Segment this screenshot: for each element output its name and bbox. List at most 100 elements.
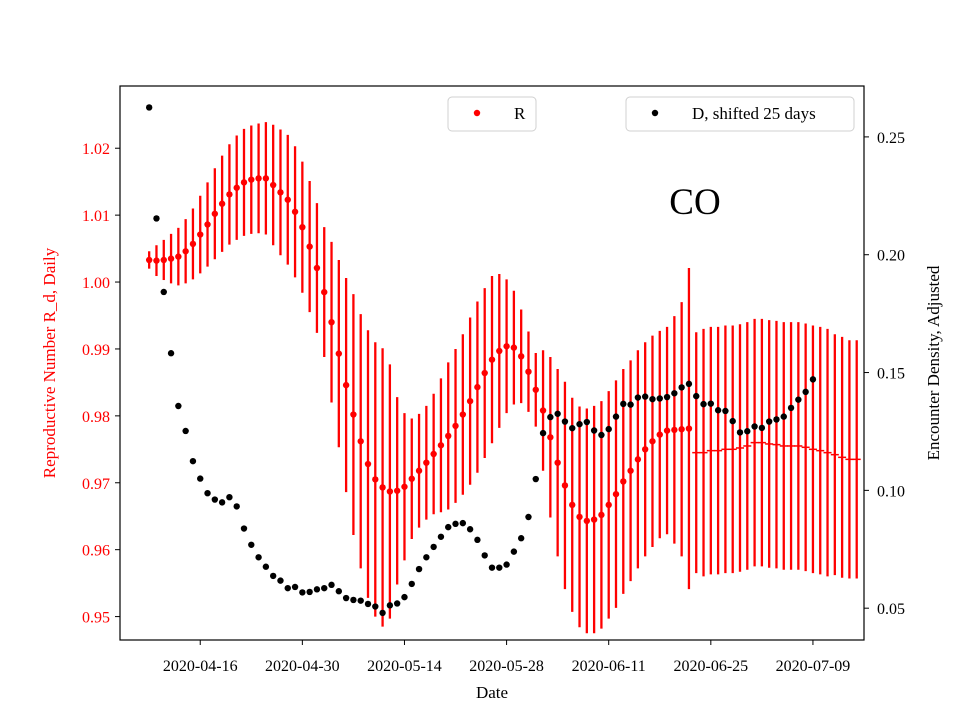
r-point xyxy=(517,353,525,360)
r-points xyxy=(145,175,861,525)
d-point xyxy=(554,410,561,417)
r-point xyxy=(328,318,335,326)
r-point xyxy=(321,288,328,296)
r-point xyxy=(226,191,233,198)
r-point xyxy=(503,343,510,350)
legend-d-box xyxy=(625,96,855,132)
r-point xyxy=(590,516,598,523)
d-point xyxy=(372,603,379,610)
d-point xyxy=(452,520,459,528)
r-point xyxy=(277,189,284,196)
state-annotation: CO xyxy=(669,182,720,223)
left-y-axis: 0.95 0.96 0.97 0.98 0.99 1.00 1.01 1.02 xyxy=(82,141,120,627)
r-point xyxy=(379,484,386,491)
d-point xyxy=(153,215,160,222)
r-point xyxy=(153,257,160,264)
r-point xyxy=(313,264,321,272)
r-point xyxy=(430,450,437,458)
left-y-tick-label: 1.01 xyxy=(82,208,110,225)
d-point xyxy=(175,402,182,410)
x-tick-label: 2020-05-14 xyxy=(367,658,442,675)
d-point xyxy=(539,429,547,437)
x-tick-label: 2020-07-09 xyxy=(776,658,851,675)
r-point xyxy=(576,513,583,521)
d-point xyxy=(248,541,255,548)
d-point xyxy=(641,393,649,400)
right-y-axis: 0.05 0.10 0.15 0.20 0.25 xyxy=(864,130,905,618)
legend-r-marker xyxy=(473,109,481,117)
d-point xyxy=(211,496,219,503)
r-point xyxy=(204,221,211,228)
r-point xyxy=(291,208,299,215)
r-point xyxy=(663,427,671,434)
d-point xyxy=(284,584,291,592)
r-point xyxy=(459,411,467,418)
r-point xyxy=(532,386,539,393)
r-point xyxy=(547,434,554,441)
x-tick-label: 2020-04-30 xyxy=(265,658,340,675)
d-point xyxy=(714,407,722,414)
d-point xyxy=(342,594,350,602)
r-point xyxy=(189,240,197,248)
r-point xyxy=(415,467,423,474)
d-point xyxy=(291,583,299,591)
legend-d: D, shifted 25 days xyxy=(625,96,855,132)
r-point xyxy=(335,350,343,357)
d-point xyxy=(525,513,532,521)
r-point xyxy=(423,459,430,466)
right-y-tick-label: 0.20 xyxy=(877,248,905,265)
d-point xyxy=(357,597,364,604)
d-point xyxy=(415,565,423,573)
r-point xyxy=(656,431,663,438)
r-point xyxy=(525,368,532,375)
d-point xyxy=(393,600,401,607)
d-point xyxy=(547,413,554,421)
d-point xyxy=(802,388,809,396)
r-point xyxy=(167,255,175,262)
r-point xyxy=(145,256,153,264)
d-point xyxy=(364,600,372,608)
d-point xyxy=(182,427,189,435)
d-point xyxy=(517,535,525,542)
r-point xyxy=(583,517,591,525)
left-y-tick-label: 1.02 xyxy=(82,141,110,158)
d-point xyxy=(233,503,240,510)
d-point xyxy=(569,424,576,432)
left-y-tick-label: 0.96 xyxy=(82,543,110,560)
r-point xyxy=(598,511,605,519)
d-point xyxy=(583,418,591,426)
d-point xyxy=(605,425,612,433)
d-point xyxy=(787,404,795,412)
d-point xyxy=(328,581,335,589)
d-point xyxy=(445,523,452,531)
right-y-tick-label: 0.05 xyxy=(877,601,905,618)
d-point xyxy=(656,395,663,402)
d-point xyxy=(255,554,262,561)
r-point xyxy=(452,422,459,430)
d-point xyxy=(218,499,226,506)
x-tick-label: 2020-05-28 xyxy=(469,658,544,675)
legend-d-label: D, shifted 25 days xyxy=(692,104,816,123)
r-point xyxy=(364,460,372,468)
r-point xyxy=(649,438,656,445)
r-point xyxy=(197,231,204,238)
d-point xyxy=(700,400,707,408)
d-point xyxy=(321,584,328,592)
d-point xyxy=(226,493,233,501)
d-point xyxy=(197,475,204,482)
d-point xyxy=(744,428,751,435)
r-point xyxy=(481,369,488,377)
d-point xyxy=(598,431,605,439)
left-y-tick-label: 0.99 xyxy=(82,342,110,359)
x-axis-label: Date xyxy=(476,683,508,702)
d-point xyxy=(408,580,415,588)
r-point xyxy=(685,425,693,432)
right-y-tick-label: 0.10 xyxy=(877,483,905,500)
r-point xyxy=(233,184,240,191)
r-point xyxy=(306,243,313,250)
d-point xyxy=(663,393,671,401)
left-y-axis-label: Reproductive Number R_d, Daily xyxy=(40,247,59,478)
d-point xyxy=(795,396,802,403)
d-point xyxy=(240,525,248,532)
r-point xyxy=(408,475,415,482)
